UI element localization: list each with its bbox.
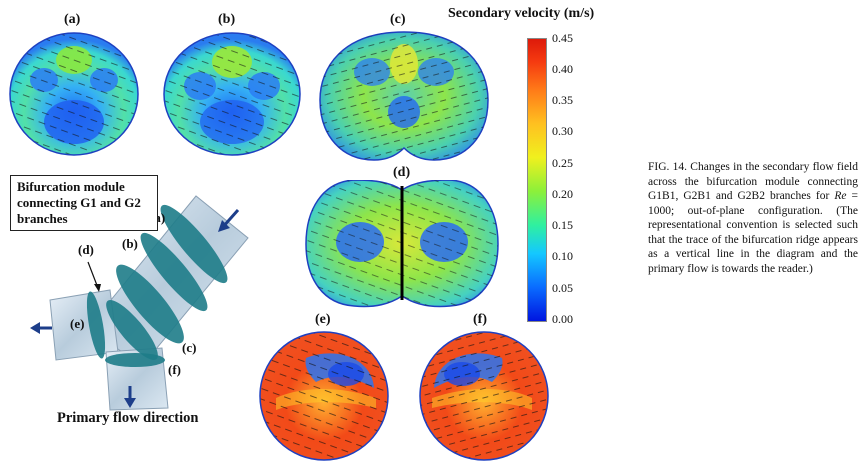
cross-section-a: [9, 32, 139, 156]
caption-re: Re: [834, 190, 847, 202]
colorbar: [527, 38, 547, 322]
colorbar-tick: 0.00: [552, 312, 573, 326]
caption-text-2: = 1000; out-of-plane configuration. (The…: [648, 190, 858, 275]
module-label-box: Bifurcation module connecting G1 and G2 …: [10, 175, 158, 231]
colorbar-tick: 0.15: [552, 218, 573, 232]
primary-flow-label: Primary flow direction: [57, 410, 199, 426]
colorbar-tick: 0.35: [552, 93, 573, 107]
diagram-label-c: (c): [182, 340, 197, 355]
cross-section-f: [419, 331, 549, 461]
diagram-label-f: (f): [168, 362, 181, 377]
colorbar-tick: 0.40: [552, 62, 573, 76]
colorbar-tick: 0.05: [552, 281, 573, 295]
cross-section-e: [259, 331, 389, 461]
panel-label-f: (f): [473, 312, 487, 327]
panel-label-c: (c): [390, 12, 406, 27]
bifurcation-diagram: [30, 195, 249, 411]
diagram-label-b: (b): [122, 236, 138, 251]
cross-section-d: [305, 180, 499, 308]
colorbar-tick: 0.20: [552, 187, 573, 201]
figure-caption: FIG. 14. Changes in the secondary flow f…: [648, 160, 858, 276]
cross-section-b: [163, 32, 301, 156]
colorbar-tick: 0.45: [552, 31, 573, 45]
panel-label-a: (a): [64, 12, 81, 27]
panel-label-e: (e): [315, 312, 331, 327]
diagram-label-e: (e): [70, 316, 85, 331]
colorbar-tick: 0.10: [552, 249, 573, 263]
colorbar-title: Secondary velocity (m/s): [448, 6, 595, 21]
panel-label-d: (d): [393, 165, 411, 180]
diagram-label-d: (d): [78, 242, 94, 257]
cross-section-c: [319, 31, 489, 161]
caption-text-1: FIG. 14. Changes in the secondary flow f…: [648, 161, 858, 202]
panel-label-b: (b): [218, 12, 236, 27]
colorbar-tick: 0.25: [552, 156, 573, 170]
colorbar-tick: 0.30: [552, 124, 573, 138]
